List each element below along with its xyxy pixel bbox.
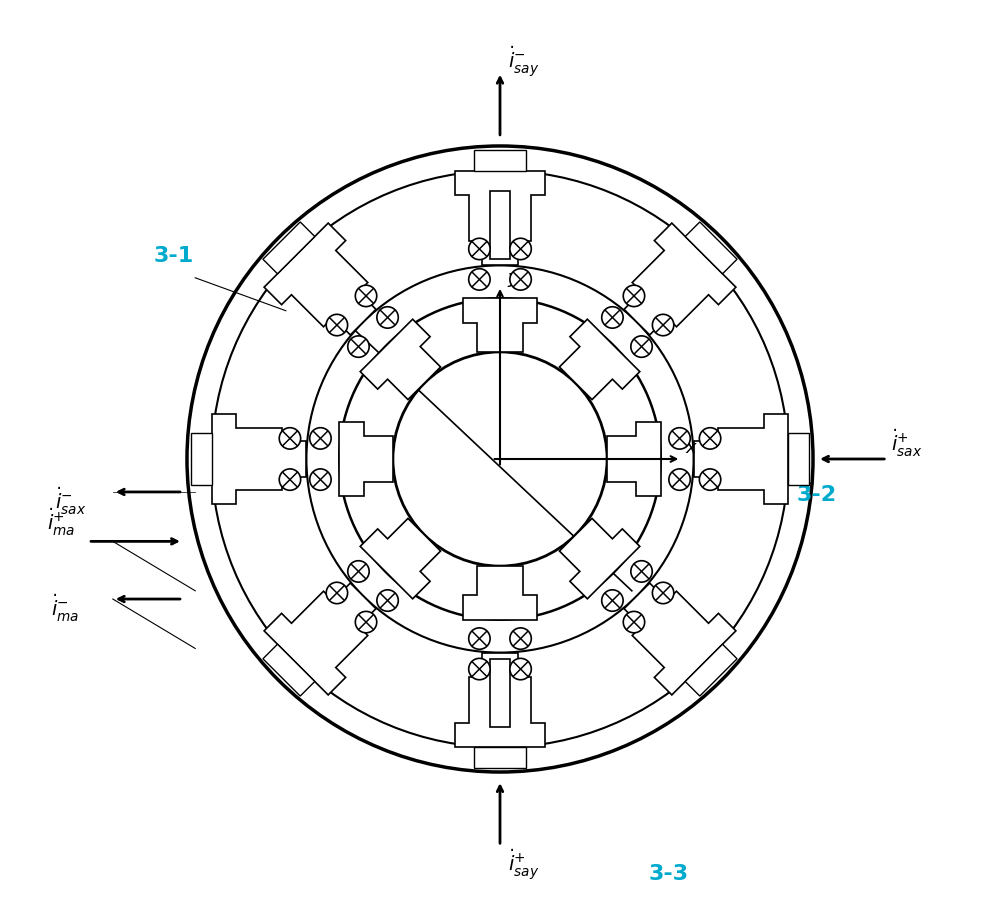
Polygon shape xyxy=(463,566,537,620)
Polygon shape xyxy=(360,320,441,400)
Polygon shape xyxy=(264,224,376,335)
Circle shape xyxy=(348,562,369,583)
Polygon shape xyxy=(490,192,510,259)
Polygon shape xyxy=(788,433,809,486)
Circle shape xyxy=(652,315,674,336)
Polygon shape xyxy=(694,414,788,505)
Circle shape xyxy=(469,269,490,290)
Circle shape xyxy=(469,629,490,650)
Circle shape xyxy=(355,612,377,633)
Circle shape xyxy=(279,470,301,491)
Polygon shape xyxy=(490,660,510,727)
Circle shape xyxy=(510,659,531,680)
Text: $\dot{i}_{say}^{+}$: $\dot{i}_{say}^{+}$ xyxy=(508,847,540,881)
Text: 3-1: 3-1 xyxy=(154,246,194,266)
Circle shape xyxy=(623,286,645,307)
Circle shape xyxy=(602,308,623,329)
Polygon shape xyxy=(463,299,537,353)
Text: $\dot{i}_{sax}^{-}$: $\dot{i}_{sax}^{-}$ xyxy=(55,485,86,516)
Circle shape xyxy=(510,239,531,260)
Circle shape xyxy=(652,583,674,604)
Text: $\dot{i}_{ma}^{+}$: $\dot{i}_{ma}^{+}$ xyxy=(47,505,75,537)
Circle shape xyxy=(699,428,721,449)
Circle shape xyxy=(669,428,690,449)
Polygon shape xyxy=(685,644,737,697)
Text: $\dot{i}_{sax}^{+}$: $\dot{i}_{sax}^{+}$ xyxy=(891,427,923,459)
Circle shape xyxy=(699,470,721,491)
Circle shape xyxy=(510,629,531,650)
Polygon shape xyxy=(212,414,306,505)
Circle shape xyxy=(355,286,377,307)
Text: $x$: $x$ xyxy=(685,439,699,457)
Polygon shape xyxy=(455,652,545,747)
Circle shape xyxy=(469,659,490,680)
Circle shape xyxy=(669,470,690,491)
Polygon shape xyxy=(191,433,212,486)
Polygon shape xyxy=(624,224,736,335)
Polygon shape xyxy=(263,644,315,697)
Polygon shape xyxy=(559,519,640,599)
Polygon shape xyxy=(263,222,315,275)
Circle shape xyxy=(279,428,301,449)
Circle shape xyxy=(310,470,331,491)
Circle shape xyxy=(510,269,531,290)
Circle shape xyxy=(469,239,490,260)
Polygon shape xyxy=(455,172,545,267)
Polygon shape xyxy=(474,151,526,172)
Polygon shape xyxy=(685,222,737,275)
Polygon shape xyxy=(607,423,661,496)
Circle shape xyxy=(310,428,331,449)
Polygon shape xyxy=(559,320,640,400)
Text: $\dot{i}_{say}^{-}$: $\dot{i}_{say}^{-}$ xyxy=(508,45,540,79)
Polygon shape xyxy=(339,423,393,496)
Polygon shape xyxy=(264,584,376,695)
Circle shape xyxy=(377,308,398,329)
Circle shape xyxy=(326,315,348,336)
Circle shape xyxy=(602,590,623,611)
Circle shape xyxy=(631,562,652,583)
Polygon shape xyxy=(624,584,736,695)
Polygon shape xyxy=(474,747,526,768)
Text: $\dot{i}_{ma}^{-}$: $\dot{i}_{ma}^{-}$ xyxy=(51,592,79,623)
Circle shape xyxy=(631,336,652,357)
Text: $y$: $y$ xyxy=(507,270,520,289)
Circle shape xyxy=(377,590,398,611)
Polygon shape xyxy=(360,519,441,599)
Circle shape xyxy=(348,336,369,357)
Circle shape xyxy=(623,612,645,633)
Text: 3-2: 3-2 xyxy=(797,484,837,505)
Text: 3-3: 3-3 xyxy=(648,863,688,883)
Circle shape xyxy=(326,583,348,604)
